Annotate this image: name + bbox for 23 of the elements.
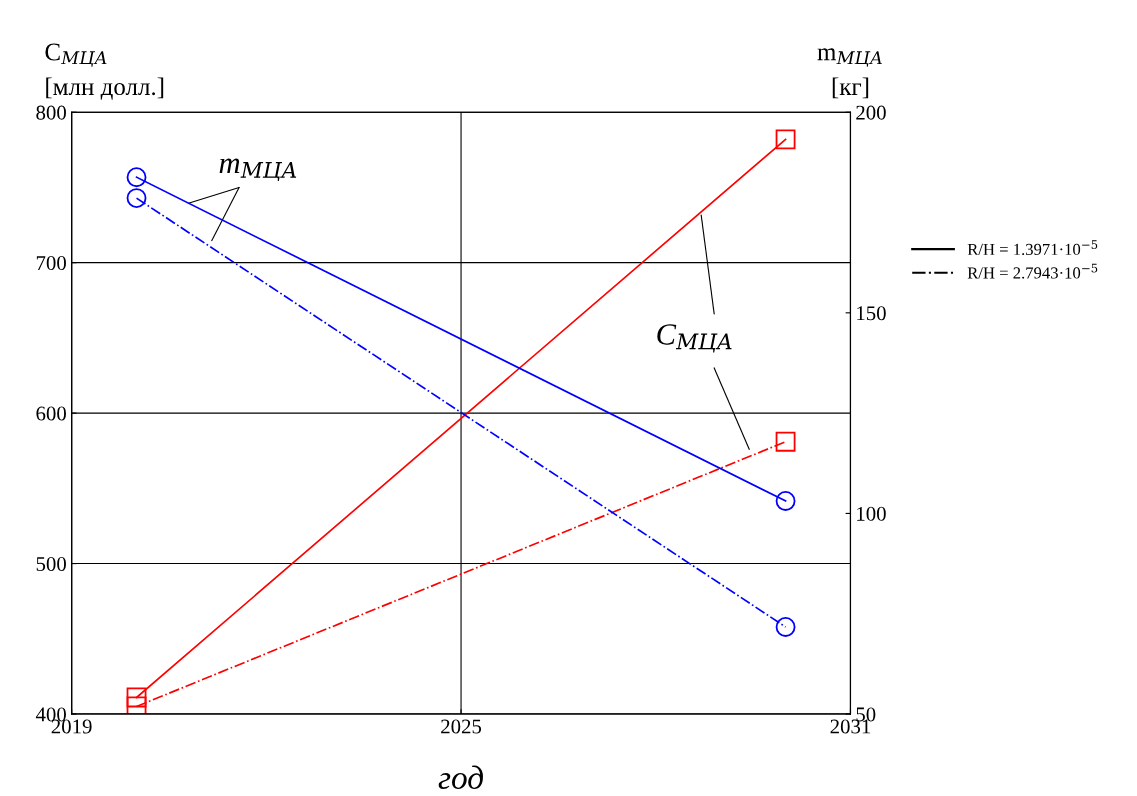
point xyxy=(126,687,147,708)
point xyxy=(775,129,796,150)
point xyxy=(775,491,796,511)
y-tick-label: 600 xyxy=(36,406,66,421)
y-tick-label: 700 xyxy=(36,256,66,271)
point xyxy=(126,188,147,209)
y2-tick-label: 150 xyxy=(857,306,886,321)
point xyxy=(126,167,147,188)
y-tick-label: 800 xyxy=(36,105,66,120)
y2-tick-label: 200 xyxy=(856,105,886,120)
point xyxy=(775,431,796,452)
annotation: m$_{МЦА}$ xyxy=(219,158,297,182)
y2-axis-title: m$_{МЦА}$ [кг] xyxy=(817,48,882,99)
text: R/H = 1.3971·10$^{−5}$ xyxy=(967,240,1098,256)
y-axis-title: C$_{МЦА}$ [млн долл.] xyxy=(45,43,164,100)
x-tick-label: 2025 xyxy=(441,719,482,734)
y-tick-label: 500 xyxy=(36,556,66,571)
annotation: C$_{МЦА}$ xyxy=(657,324,732,353)
point xyxy=(775,617,796,637)
y2-tick-label: 100 xyxy=(857,506,886,521)
text: R/H = 2.7943·10$^{−5}$ xyxy=(967,263,1098,279)
point xyxy=(126,696,147,715)
x-axis-title: год xyxy=(438,765,483,789)
